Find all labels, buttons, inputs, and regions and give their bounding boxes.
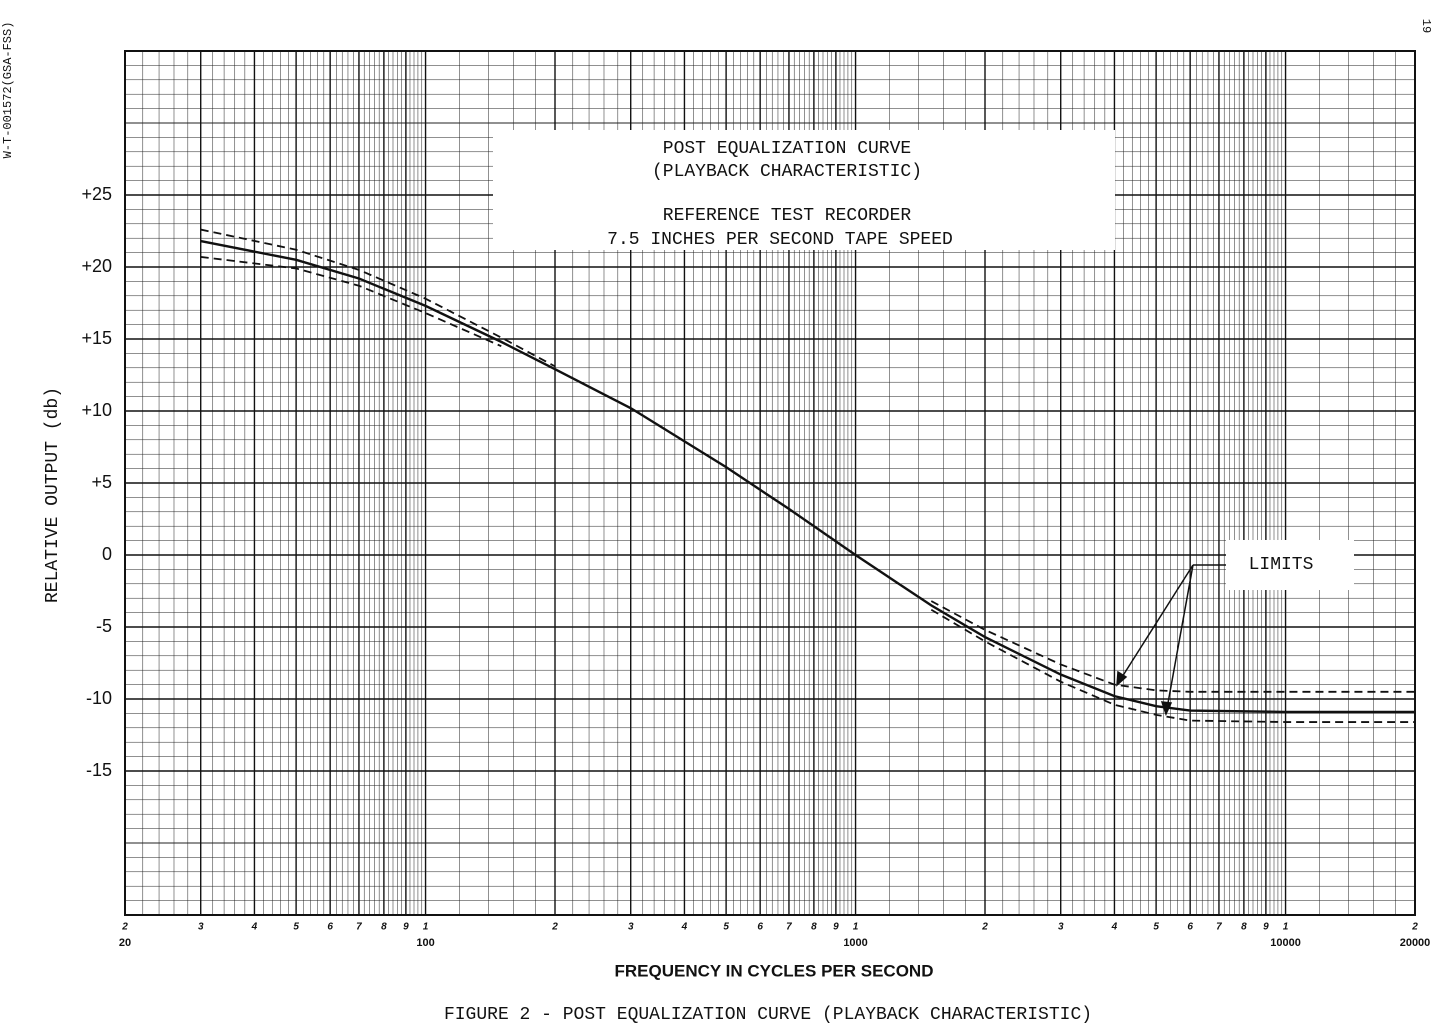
y-tick-label: +10 bbox=[81, 400, 112, 420]
x-tick-label: 4 bbox=[1111, 922, 1118, 933]
arrow-head bbox=[1160, 701, 1173, 717]
x-tick-label: 8 bbox=[1241, 922, 1247, 933]
series-line bbox=[200, 228, 1415, 693]
x-tick-label: 2 bbox=[121, 922, 128, 933]
x-tick-label: 7 bbox=[1216, 922, 1222, 933]
x-decade-label: 20000 bbox=[1400, 937, 1431, 949]
x-tick-label: 5 bbox=[293, 922, 299, 933]
series-line bbox=[200, 239, 1415, 714]
x-tick-label: 6 bbox=[757, 922, 763, 933]
x-axis-label: FREQUENCY IN CYCLES PER SECOND bbox=[615, 961, 934, 980]
y-axis-label: RELATIVE OUTPUT (db) bbox=[43, 387, 63, 603]
chart-subtitle: (PLAYBACK CHARACTERISTIC) bbox=[652, 162, 922, 182]
x-tick-label: 3 bbox=[1058, 922, 1064, 933]
x-tick-label: 7 bbox=[786, 922, 792, 933]
x-tick-label: 5 bbox=[723, 922, 729, 933]
arrow-head bbox=[1116, 670, 1128, 687]
x-tick-label: 9 bbox=[833, 922, 839, 933]
annotation: LIMITS bbox=[1249, 555, 1314, 575]
title-box bbox=[493, 130, 1115, 250]
x-tick-label: 3 bbox=[198, 922, 204, 933]
chart-title: POST EQUALIZATION CURVE bbox=[663, 139, 911, 159]
arrow-line bbox=[1165, 564, 1194, 715]
title-note: 7.5 INCHES PER SECOND TAPE SPEED bbox=[607, 230, 953, 250]
y-tick-label: -5 bbox=[96, 616, 112, 636]
x-decade-label: 20 bbox=[119, 937, 131, 949]
x-tick-label: 2 bbox=[981, 922, 988, 933]
annotation-arrows bbox=[1116, 564, 1226, 717]
margin-note: W-T-001572(GSA-FSS) bbox=[1, 22, 15, 159]
x-decade-label: 10000 bbox=[1270, 937, 1301, 949]
x-tick-label: 8 bbox=[811, 922, 817, 933]
plot-border bbox=[124, 50, 1416, 916]
y-tick-label: +20 bbox=[81, 256, 112, 276]
x-decade-label: 100 bbox=[416, 937, 434, 949]
x-tick-label: 2 bbox=[551, 922, 558, 933]
x-tick-label: 9 bbox=[1263, 922, 1269, 933]
x-tick-label: 1 bbox=[423, 922, 429, 933]
x-tick-label: 4 bbox=[681, 922, 688, 933]
x-tick-label: 8 bbox=[381, 922, 387, 933]
x-tick-label: 6 bbox=[1187, 922, 1193, 933]
y-tick-label: +25 bbox=[81, 184, 112, 204]
y-tick-label: 0 bbox=[102, 544, 112, 564]
x-tick-label: 6 bbox=[327, 922, 333, 933]
x-tick-label: 1 bbox=[853, 922, 859, 933]
annotation-box bbox=[1226, 540, 1354, 590]
x-tick-label: 1 bbox=[1283, 922, 1289, 933]
page-number: 19 bbox=[1419, 19, 1433, 33]
x-tick-label: 2 bbox=[1411, 922, 1418, 933]
x-tick-label: 7 bbox=[356, 922, 362, 933]
x-decade-label: 1000 bbox=[843, 937, 867, 949]
x-tick-label: 5 bbox=[1153, 922, 1159, 933]
arrow-line bbox=[1116, 564, 1194, 686]
title-note: REFERENCE TEST RECORDER bbox=[663, 206, 912, 226]
y-tick-label: +15 bbox=[81, 328, 112, 348]
y-tick-label: -15 bbox=[86, 760, 112, 780]
series-line bbox=[200, 256, 1415, 723]
x-tick-label: 3 bbox=[628, 922, 634, 933]
figure-caption: FIGURE 2 - POST EQUALIZATION CURVE (PLAY… bbox=[444, 1005, 1092, 1025]
x-tick-label: 9 bbox=[403, 922, 409, 933]
x-tick-label: 4 bbox=[251, 922, 258, 933]
y-tick-label: -10 bbox=[86, 688, 112, 708]
y-tick-label: +5 bbox=[91, 472, 112, 492]
